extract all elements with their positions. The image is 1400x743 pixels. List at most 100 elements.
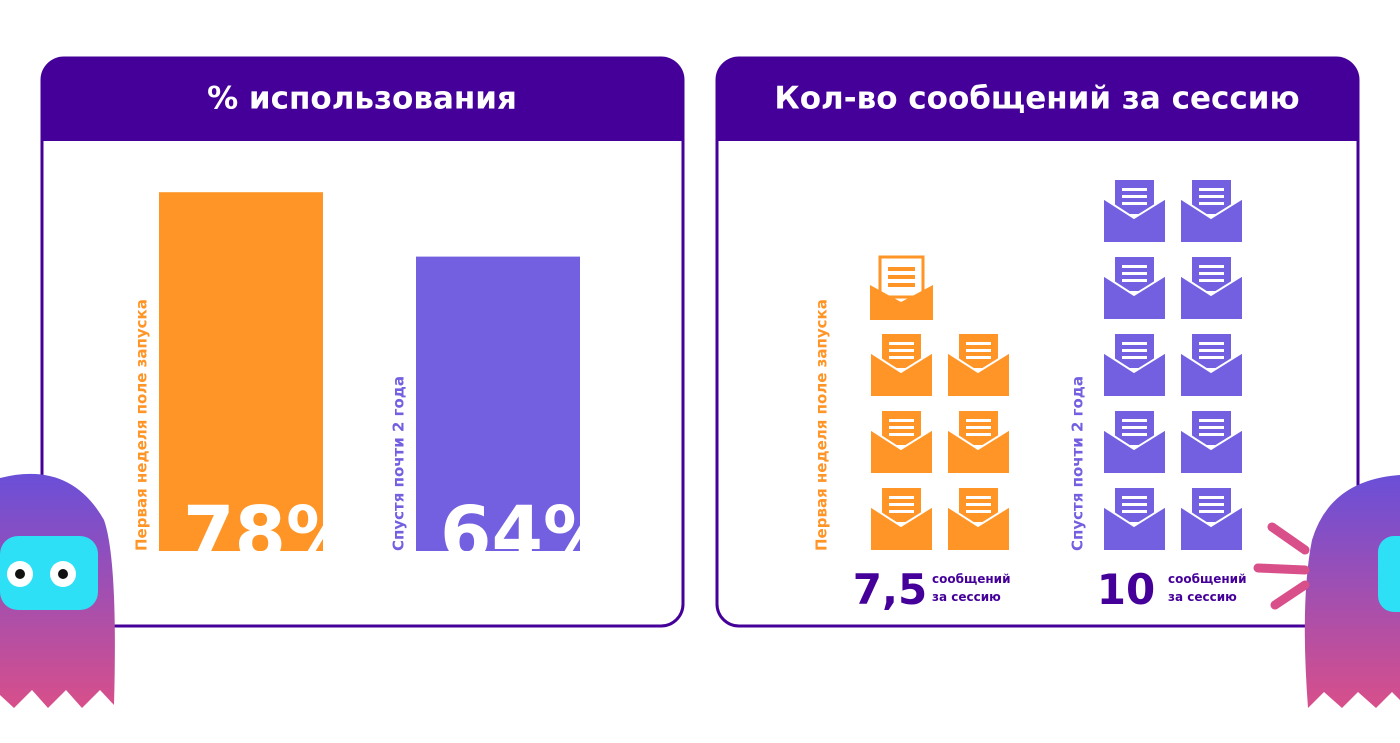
envelope-icon [1102,411,1167,475]
letter-line [1199,188,1224,191]
mascot-left [0,473,115,708]
envelope-body [1102,427,1167,475]
letter-line [888,267,915,271]
envelope-body [1179,196,1244,244]
letter-line [1122,510,1147,513]
envelope-body [1102,504,1167,552]
envelope-icon [1179,334,1244,398]
letter-line [889,510,914,513]
value-suffix: за сессию [932,590,1001,604]
envelope-icon [946,488,1011,552]
letter-line [1122,188,1147,191]
envelope-body [869,427,934,475]
letter-line [1122,202,1147,205]
mascot-right [1253,475,1400,708]
letter-line [966,496,991,499]
letter-line [1122,349,1147,352]
envelope-body [869,504,934,552]
category-label: Спустя почти 2 года [1069,376,1087,551]
envelope-icon [1179,411,1244,475]
letter-line [1122,279,1147,282]
letter-line [1122,433,1147,436]
envelope-icon [1179,488,1244,552]
bar [159,192,323,551]
envelope-icon [1179,257,1244,321]
envelope-icon [869,488,934,552]
envelope-body [1179,504,1244,552]
letter-line [889,349,914,352]
panel-header [717,58,1358,141]
envelope-body [1179,273,1244,321]
envelope-icon [946,411,1011,475]
letter-line [1199,265,1224,268]
value-label: 78% [183,491,360,577]
partial-envelope-icon [870,255,933,320]
value-suffix: сообщений [932,572,1011,586]
envelope-icon [946,334,1011,398]
value-suffix: за сессию [1168,590,1237,604]
envelope-body [946,350,1011,398]
letter-line [1199,433,1224,436]
envelope-body [946,504,1011,552]
envelope-icon [1102,488,1167,552]
letter-line [1199,342,1224,345]
letter-line [1122,265,1147,268]
category-label: Первая неделя поле запуска [133,299,151,551]
envelope-body [869,350,934,398]
letter-line [1122,503,1147,506]
category-label: Первая неделя поле запуска [813,299,831,551]
value-label: 64% [440,491,617,577]
marks: Первая неделя поле запуска 78% Спустя почт… [133,180,1247,614]
letter-line [1199,349,1224,352]
letter-line [889,419,914,422]
letter-line [1199,272,1224,275]
mascot-mask [0,536,98,610]
envelope-front [870,285,933,320]
letter-line [889,433,914,436]
panel-title: % использования [207,81,517,117]
letter-line [888,275,915,279]
letter-line [966,419,991,422]
letter-line [966,356,991,359]
value-label: 7,5 [853,565,927,614]
mascot-pupil [58,569,68,579]
envelope-body [1179,427,1244,475]
panel-header [42,58,683,141]
letter-line [1122,272,1147,275]
mascot-pupil [15,569,25,579]
envelope-body [1102,350,1167,398]
value-label: 10 [1097,565,1155,614]
letter-line [1122,195,1147,198]
letter-line [1199,496,1224,499]
letter-line [966,503,991,506]
letter-line [966,426,991,429]
letter-line [966,349,991,352]
envelope-icon [1179,180,1244,244]
letter-line [888,283,915,287]
envelope-icon [869,411,934,475]
bar [416,256,580,551]
letter-line [1122,356,1147,359]
letter-line [966,433,991,436]
letter-line [1199,503,1224,506]
letter-line [1122,426,1147,429]
mascot-mask [1378,536,1400,612]
letter-line [966,342,991,345]
letter-line [889,342,914,345]
letter-line [889,503,914,506]
envelope-icon [869,334,934,398]
envelope-icon [1102,334,1167,398]
letter-line [1122,419,1147,422]
category-label: Спустя почти 2 года [390,376,408,551]
letter-line [1199,356,1224,359]
envelope-body [946,427,1011,475]
envelope-body [1102,273,1167,321]
envelope-body [1102,196,1167,244]
letter-line [1199,279,1224,282]
envelope-icon [1102,180,1167,244]
value-suffix: сообщений [1168,572,1247,586]
letter-line [889,426,914,429]
letter-line [1199,426,1224,429]
letter-line [1122,342,1147,345]
